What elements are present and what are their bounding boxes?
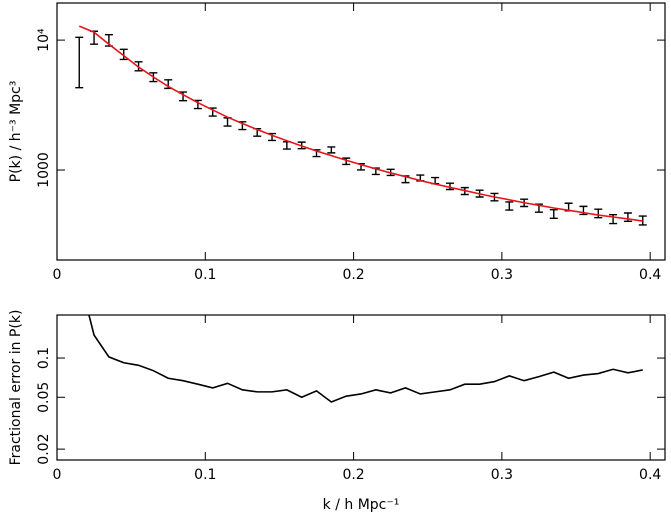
x-tick-label: 0.1 (194, 267, 216, 283)
error-bar (342, 157, 351, 166)
x-axis-title: k / h Mpc⁻¹ (323, 497, 400, 513)
error-bar (549, 209, 558, 220)
error-bar (327, 146, 336, 154)
y-tick-label: 0.02 (36, 434, 52, 465)
error-bar (282, 141, 291, 150)
x-tick-label: 0.4 (639, 267, 661, 283)
x-tick-label: 0.2 (342, 467, 364, 483)
y-axis-title: Fractional error in P(k) (8, 310, 24, 466)
y-tick-label: 0.1 (36, 347, 52, 369)
y-tick-label: 10⁴ (36, 28, 52, 52)
error-bar (119, 48, 128, 61)
x-tick-label: 0.1 (194, 467, 216, 483)
plot-frame (56, 2, 666, 261)
x-tick-label: 0 (53, 267, 62, 283)
plot-frame (56, 314, 666, 461)
y-axis-title: P(k) / h⁻³ Mpc³ (8, 81, 24, 183)
error-bar (445, 182, 454, 191)
error-bar (179, 91, 188, 102)
x-tick-label: 0 (53, 467, 62, 483)
x-tick-label: 0.3 (491, 267, 513, 283)
x-tick-label: 0.2 (342, 267, 364, 283)
error-bar (609, 214, 618, 225)
plot-area (88, 315, 643, 403)
y-tick-label: 1000 (36, 152, 52, 188)
x-tick-label: 0.3 (491, 467, 513, 483)
error-bar (594, 208, 603, 219)
plot-area (75, 25, 647, 226)
y-tick-label: 0.05 (36, 382, 52, 413)
data-line (78, 25, 643, 222)
error-bar (75, 36, 84, 89)
data-line (88, 315, 643, 403)
x-tick-label: 0.4 (639, 467, 661, 483)
error-bar (623, 212, 632, 223)
error-bar (505, 201, 514, 211)
